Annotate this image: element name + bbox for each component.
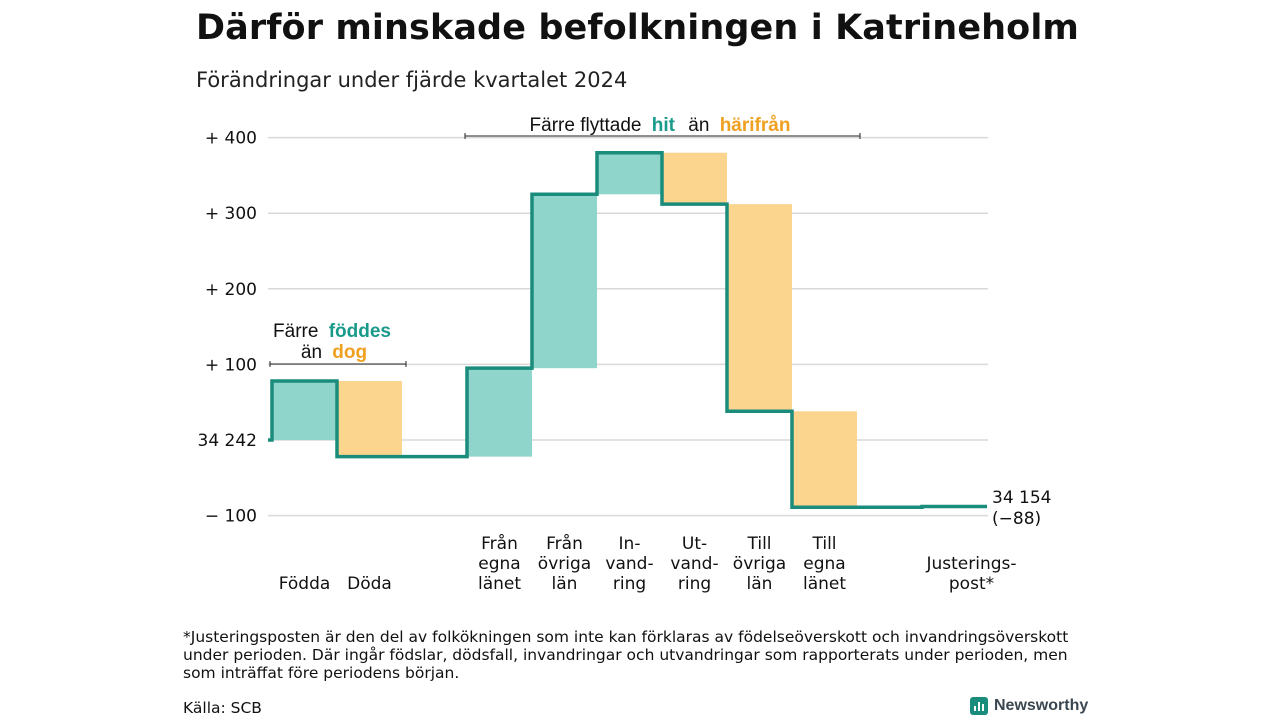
annotation-births-text2: än bbox=[301, 342, 322, 363]
x-category-label: ring bbox=[678, 574, 711, 594]
annotation-moves-text1: Färre flyttade bbox=[530, 115, 642, 136]
x-category-label: Till bbox=[746, 534, 771, 554]
x-category-label: Till bbox=[811, 534, 836, 554]
x-category-label: Från bbox=[481, 533, 518, 554]
x-category-label: övriga bbox=[733, 554, 786, 574]
annotation-births: Färre föddes än dog bbox=[269, 321, 407, 367]
bar-döda bbox=[337, 381, 402, 457]
annotation-moves-text2: än bbox=[688, 115, 709, 136]
y-tick-label: 34 242 bbox=[198, 431, 257, 451]
cumulative-step-line bbox=[268, 150, 987, 510]
annotation-moves: Färre flyttade hit än härifrån bbox=[464, 115, 861, 139]
x-category-label: län bbox=[552, 574, 578, 594]
x-category-label: egna bbox=[803, 554, 845, 574]
x-category-label: län bbox=[747, 574, 773, 594]
bar-från-egna-länet bbox=[467, 368, 532, 457]
x-category-label: vand- bbox=[605, 554, 653, 574]
svg-text:Färre flyttade hit: Färre flyttade hit än härifrån bbox=[530, 115, 791, 136]
bars bbox=[272, 152, 857, 508]
brand: Newsworthy bbox=[970, 697, 1088, 715]
chart-subtitle: Förändringar under fjärde kvartalet 2024 bbox=[196, 68, 628, 92]
bar-till-övriga-län bbox=[727, 204, 792, 412]
x-category-label: Döda bbox=[347, 574, 392, 594]
x-category-label: övriga bbox=[538, 554, 591, 574]
annotation-births-highlight2: dog bbox=[332, 342, 367, 363]
x-category-label: länet bbox=[478, 574, 521, 594]
bar-födda bbox=[272, 381, 337, 440]
x-category-label: Justerings- bbox=[925, 554, 1016, 574]
x-axis-labels: Födda DödaFrånegnalänetFrånövrigalänIn-va… bbox=[279, 533, 1017, 594]
x-category-label: vand- bbox=[670, 554, 718, 574]
y-tick-label: + 200 bbox=[205, 280, 257, 300]
x-category-label: In- bbox=[619, 534, 641, 554]
end-value-label: 34 154 bbox=[992, 488, 1051, 508]
bar-invandring bbox=[597, 152, 662, 195]
x-category-label: Ut- bbox=[682, 534, 707, 554]
svg-text:än dog: än dog bbox=[301, 342, 367, 363]
x-category-label: egna bbox=[478, 554, 520, 574]
x-category-label: ring bbox=[613, 574, 646, 594]
x-category-label: Födda bbox=[279, 574, 331, 594]
y-tick-label: + 100 bbox=[205, 355, 257, 375]
annotation-moves-highlight1: hit bbox=[652, 115, 676, 136]
footnote: *Justeringsposten är den del av folkökni… bbox=[183, 628, 1069, 682]
annotation-moves-highlight2: härifrån bbox=[720, 115, 791, 136]
svg-text:Färre föddes: Färre föddes bbox=[273, 321, 391, 342]
newsworthy-logo-icon bbox=[970, 697, 988, 715]
y-tick-label: + 400 bbox=[205, 129, 257, 149]
bar-från-övriga-län bbox=[532, 194, 597, 369]
annotation-births-highlight1: föddes bbox=[329, 321, 391, 342]
x-category-label: länet bbox=[803, 574, 846, 594]
chart-title: Därför minskade befolkningen i Katrineho… bbox=[196, 8, 1079, 48]
x-category-label: post* bbox=[949, 574, 994, 594]
end-change-label: (−88) bbox=[992, 509, 1041, 529]
source-label: Källa: SCB bbox=[183, 699, 262, 717]
y-axis-ticks: + 400 + 300 + 200 + 100 34 242 − 100 bbox=[198, 129, 257, 527]
bar-till-egna-länet bbox=[792, 411, 857, 508]
y-tick-label: + 300 bbox=[205, 204, 257, 224]
bar-utvandring bbox=[662, 152, 727, 205]
y-tick-label: − 100 bbox=[205, 507, 257, 527]
x-category-label: Från bbox=[546, 533, 583, 554]
annotation-births-text1: Färre bbox=[273, 321, 318, 342]
brand-name: Newsworthy bbox=[994, 697, 1089, 714]
